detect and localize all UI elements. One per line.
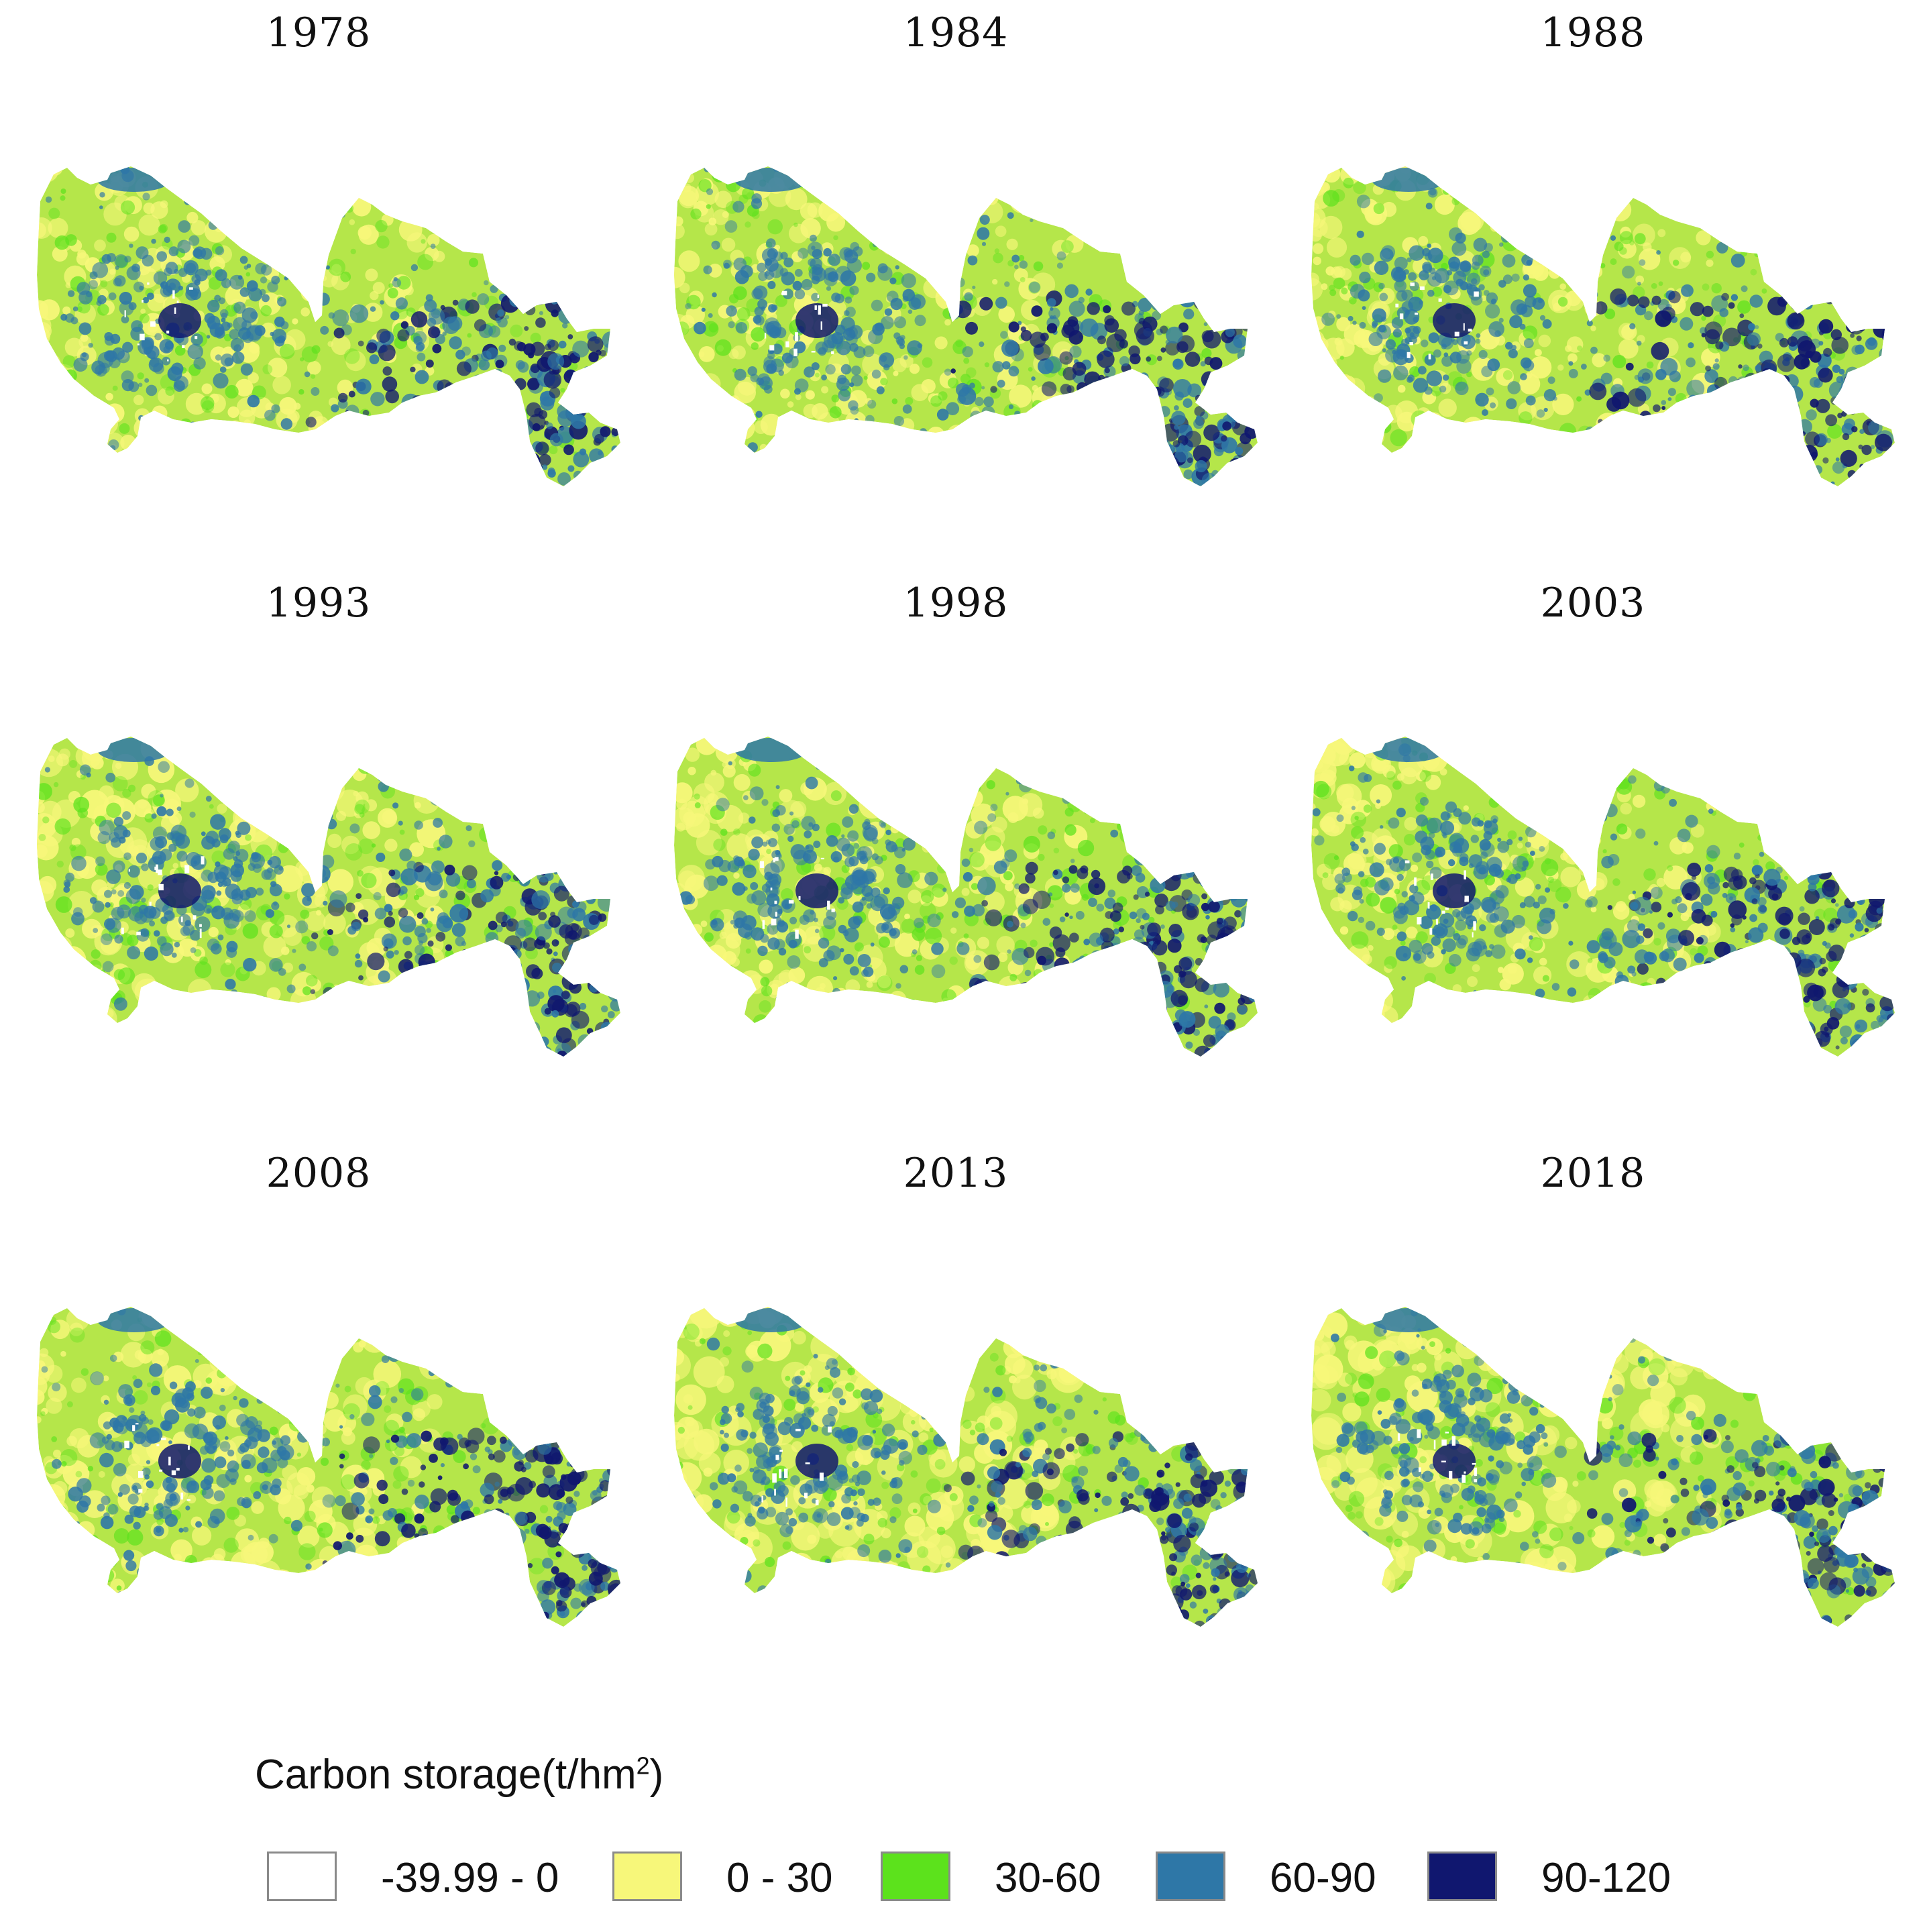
carbon-storage-map: [37, 166, 620, 486]
legend-label: 90-120: [1541, 1855, 1671, 1901]
legend-label: 60-90: [1270, 1855, 1376, 1901]
map-raster: [37, 1307, 620, 1627]
legend-swatch: [881, 1851, 950, 1901]
map-raster: [1311, 737, 1895, 1057]
panel-year-label: 2008: [266, 1150, 372, 1197]
map-panel-2018: 2018: [1274, 1140, 1912, 1711]
map-panel-1978: 1978: [0, 0, 637, 570]
legend-title-close: ): [649, 1752, 664, 1798]
legend-title-text: Carbon storage(t/hm: [255, 1752, 637, 1798]
panel-year-label: 1984: [903, 9, 1009, 56]
map-grid: 1978 1984 1988 1993 1998 2003 2008 2013 …: [0, 0, 1912, 1711]
legend-title-superscript: 2: [636, 1752, 650, 1780]
carbon-storage-map: [1311, 166, 1895, 486]
carbon-storage-map: [674, 1307, 1258, 1627]
legend-swatch: [1156, 1851, 1225, 1901]
carbon-storage-map: [1311, 737, 1895, 1057]
legend-items: -39.99 - 0 0 - 30 30-60 60-90 90-120: [267, 1851, 1810, 1912]
map-panel-1984: 1984: [637, 0, 1274, 570]
carbon-storage-map: [674, 166, 1258, 486]
carbon-storage-map: [1311, 1307, 1895, 1627]
legend-title: Carbon storage(t/hm2): [255, 1751, 663, 1799]
map-raster: [37, 166, 620, 486]
map-legend: Carbon storage(t/hm2) -39.99 - 0 0 - 30 …: [255, 1751, 1798, 1919]
carbon-storage-map: [674, 737, 1258, 1057]
map-raster: [37, 737, 620, 1057]
panel-year-label: 1978: [266, 9, 372, 56]
map-panel-2003: 2003: [1274, 570, 1912, 1140]
map-panel-2008: 2008: [0, 1140, 637, 1711]
legend-label: 0 - 30: [726, 1855, 833, 1901]
panel-year-label: 2013: [903, 1150, 1009, 1197]
map-raster: [1311, 1307, 1895, 1627]
panel-year-label: 1988: [1540, 9, 1646, 56]
legend-swatch: [267, 1851, 337, 1901]
map-raster: [674, 166, 1258, 486]
legend-label: 30-60: [995, 1855, 1101, 1901]
map-panel-1998: 1998: [637, 570, 1274, 1140]
map-panel-1993: 1993: [0, 570, 637, 1140]
carbon-storage-map: [37, 737, 620, 1057]
panel-year-label: 1998: [903, 580, 1009, 627]
panel-year-label: 2018: [1540, 1150, 1646, 1197]
panel-year-label: 2003: [1540, 580, 1646, 627]
legend-swatch: [1427, 1851, 1497, 1901]
carbon-storage-map: [37, 1307, 620, 1627]
legend-label: -39.99 - 0: [381, 1855, 559, 1901]
map-panel-1988: 1988: [1274, 0, 1912, 570]
panel-year-label: 1993: [266, 580, 372, 627]
legend-swatch: [612, 1851, 682, 1901]
map-raster: [1311, 166, 1895, 486]
map-panel-2013: 2013: [637, 1140, 1274, 1711]
map-raster: [674, 1307, 1258, 1627]
map-raster: [674, 737, 1258, 1057]
